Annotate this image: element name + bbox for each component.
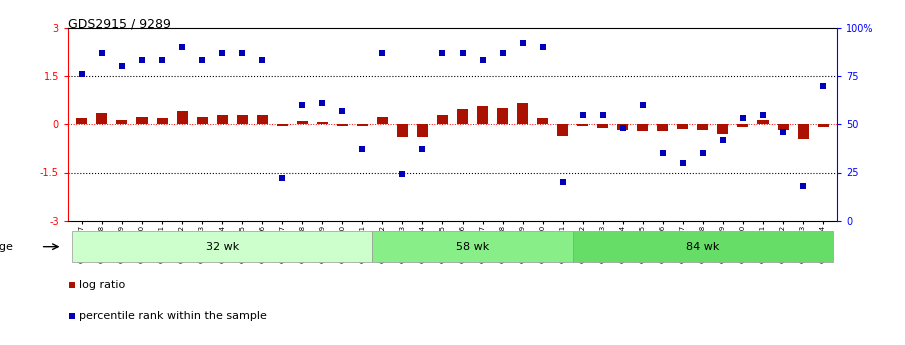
Text: 84 wk: 84 wk [686, 242, 719, 252]
Text: log ratio: log ratio [80, 280, 126, 289]
Point [556, 179, 570, 185]
Bar [718, 124, 729, 134]
Bar [417, 124, 428, 137]
Bar [573, 231, 834, 262]
Point [655, 150, 670, 156]
Bar [277, 124, 288, 126]
Bar [777, 124, 788, 130]
Bar [757, 120, 768, 124]
Bar [457, 109, 468, 124]
Point [776, 129, 790, 135]
Point [335, 108, 349, 114]
Point [716, 137, 730, 142]
Point [576, 112, 590, 117]
Bar [517, 103, 529, 124]
Text: 32 wk: 32 wk [205, 242, 239, 252]
Point [415, 147, 430, 152]
Text: age: age [0, 242, 14, 252]
Point [95, 50, 110, 56]
Text: percentile rank within the sample: percentile rank within the sample [80, 311, 267, 321]
Point [376, 50, 390, 56]
Bar [677, 124, 689, 129]
Bar [97, 113, 108, 124]
Bar [297, 121, 308, 124]
Bar [372, 231, 573, 262]
Bar [477, 107, 488, 124]
Point [295, 102, 310, 108]
Bar [337, 124, 348, 126]
Point [435, 50, 450, 56]
Point [676, 160, 691, 166]
Bar [597, 124, 608, 128]
Point [455, 50, 470, 56]
Text: GDS2915 / 9289: GDS2915 / 9289 [68, 17, 171, 30]
Bar [437, 115, 448, 124]
Bar [157, 118, 167, 124]
Bar [196, 117, 207, 124]
Bar [577, 124, 588, 126]
Bar [236, 115, 248, 124]
Bar [797, 124, 808, 139]
Bar [76, 118, 88, 124]
Point [115, 63, 129, 69]
Point [255, 58, 270, 63]
Bar [817, 124, 829, 127]
Bar [497, 108, 508, 124]
Bar [176, 111, 187, 124]
Point [315, 100, 329, 106]
Point [135, 58, 149, 63]
Bar [617, 124, 628, 130]
Point [175, 44, 189, 50]
Bar [698, 124, 709, 130]
Point [515, 40, 529, 46]
Point [235, 50, 250, 56]
Bar [738, 124, 748, 127]
Point [288, 156, 302, 162]
Point [756, 112, 770, 117]
Point [395, 172, 410, 177]
Point [495, 50, 510, 56]
Point [595, 112, 610, 117]
Point [536, 44, 550, 50]
Bar [376, 117, 388, 124]
Point [736, 116, 750, 121]
Point [355, 147, 369, 152]
Bar [538, 118, 548, 124]
Bar [216, 115, 228, 124]
Point [155, 58, 169, 63]
Point [275, 176, 290, 181]
Bar [357, 124, 367, 127]
Bar [637, 124, 648, 131]
Bar [257, 115, 268, 124]
Point [795, 183, 810, 189]
Bar [317, 122, 328, 124]
Point [195, 58, 209, 63]
Bar [397, 124, 408, 137]
Point [816, 83, 831, 88]
Point [74, 71, 89, 77]
Point [475, 58, 490, 63]
Point [696, 150, 710, 156]
Bar [117, 120, 128, 124]
Point [615, 125, 630, 131]
Bar [557, 124, 568, 136]
Point [635, 102, 650, 108]
Point [214, 50, 229, 56]
Bar [657, 124, 669, 131]
Bar [137, 117, 148, 124]
Bar [71, 231, 372, 262]
Text: 58 wk: 58 wk [456, 242, 490, 252]
